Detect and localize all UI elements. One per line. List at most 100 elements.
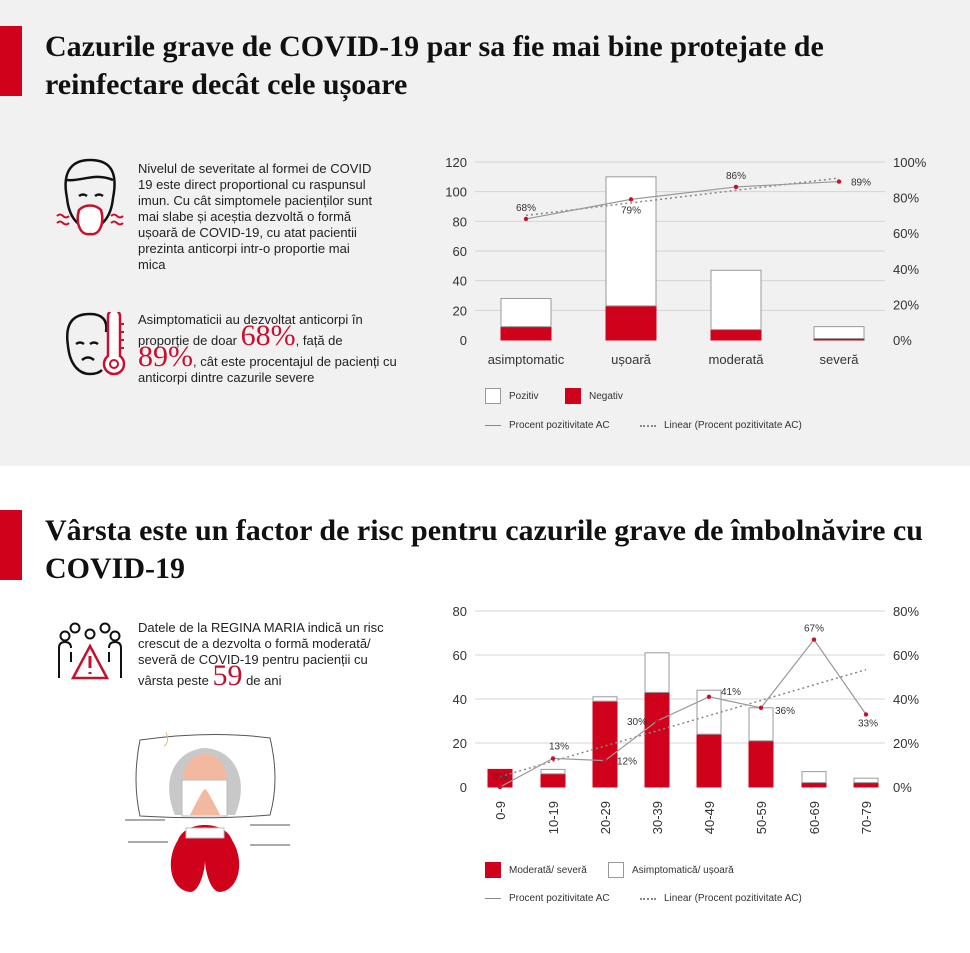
trendline — [499, 668, 867, 778]
x-tick-label: moderată — [709, 352, 765, 367]
bar-moderat-sever- — [696, 733, 722, 788]
bar-moderat-sever- — [644, 691, 670, 788]
chart-severity: 0 20 40 60 80 100 120 0% 20% 40% 60% 80% 100% asimpto… — [445, 155, 927, 367]
percent-point — [836, 179, 842, 184]
section1-title: Cazurile grave de COVID-19 par sa fie ma… — [45, 30, 824, 101]
percent-point — [654, 718, 660, 724]
x-tick-label: 60-69 — [807, 801, 822, 834]
sick-woman-illustration — [125, 731, 290, 892]
y2-tick-label: 0% — [893, 780, 912, 795]
bar-pozitiv — [710, 269, 762, 331]
bar-pozitiv — [500, 297, 552, 328]
legend-swatch-red — [565, 388, 581, 404]
percent-label: 86% — [726, 171, 746, 182]
x-tick-label: 0-9 — [493, 801, 508, 820]
y-tick-label: 0 — [460, 333, 467, 348]
title-accent-bar — [0, 510, 22, 580]
legend-trend: Linear (Procent pozitivitate AC) — [640, 893, 802, 904]
legend-negativ: Negativ — [565, 388, 623, 404]
x-tick-label: severă — [819, 352, 859, 367]
bar-asimptomatic-u-oar- — [853, 777, 879, 784]
highlight-68: 68% — [240, 319, 296, 352]
bar-asimptomatic-u-oar- — [748, 707, 774, 742]
bar-moderat-sever- — [592, 700, 618, 788]
asymptomatic-paragraph: Asimptomaticii au dezvoltat anticorpi în… — [138, 312, 403, 386]
y-tick-label: 80 — [453, 214, 467, 229]
percent-label: 33% — [858, 718, 878, 729]
legend-asimptomatica: Asimptomatică/ ușoară — [608, 862, 734, 878]
legend-label: Asimptomatică/ ușoară — [632, 864, 734, 876]
chart-age: 0 20 40 60 80 0% 20% 40% 60% 80% 0-9 10-19 20-29 30-3… — [453, 604, 920, 834]
y2-tick-label: 20% — [893, 736, 919, 751]
bar-moderat-sever- — [853, 782, 879, 788]
y-tick-label: 40 — [453, 692, 467, 707]
y-tick-label: 40 — [453, 274, 467, 289]
p2-text-c: , cât este procentajul de pacienți cu an… — [138, 354, 397, 385]
title-accent-bar — [0, 26, 22, 96]
bar-negativ — [605, 305, 657, 341]
sneezing-man-icon — [56, 158, 124, 236]
legend-line: Procent pozitivitate AC — [485, 420, 610, 431]
p2-text-a: Asimptomaticii au dezvoltat anticorpi în… — [138, 312, 363, 348]
y2-tick-label: 40% — [893, 692, 919, 707]
bar-negativ — [710, 329, 762, 341]
y-tick-label: 20 — [453, 736, 467, 751]
severity-paragraph: Nivelul de severitate al formei de COVID… — [138, 161, 373, 272]
x-tick-label: 40-49 — [702, 801, 717, 834]
percent-label: 68% — [516, 203, 536, 214]
x-tick-label: asimptomatic — [488, 352, 565, 367]
x-tick-label: 20-29 — [598, 801, 613, 834]
y-tick-label: 0 — [460, 780, 467, 795]
bar-pozitiv — [605, 176, 657, 307]
legend-label: Negativ — [589, 390, 623, 402]
percent-line — [525, 180, 840, 220]
group-warning-icon — [58, 622, 122, 680]
y-tick-label: 120 — [445, 155, 467, 170]
percent-point — [523, 216, 529, 222]
bar-moderat-sever- — [540, 773, 566, 788]
legend-label: Pozitiv — [509, 390, 539, 402]
legend-line-swatch — [485, 425, 501, 426]
percent-point — [733, 184, 739, 190]
legend-moderata: Moderată/ severă — [485, 862, 587, 878]
legend-label: Linear (Procent pozitivitate AC) — [664, 420, 802, 431]
x-tick-label: 10-19 — [546, 801, 561, 834]
age-text-a: Datele de la REGINA MARIA indică un risc… — [138, 620, 384, 688]
legend-label: Procent pozitivitate AC — [509, 893, 610, 904]
x-tick-label: 50-59 — [754, 801, 769, 834]
x-tick-label: ușoară — [611, 352, 652, 367]
percent-label: 89% — [851, 178, 871, 189]
y2-tick-label: 60% — [893, 648, 919, 663]
age-text-b: de ani — [246, 673, 282, 688]
y2-tick-label: 60% — [893, 226, 919, 241]
bar-asimptomatic-u-oar- — [540, 768, 566, 775]
percent-label: 30% — [627, 717, 647, 728]
percent-point — [550, 756, 556, 761]
highlight-59: 59 — [212, 659, 243, 692]
bar-asimptomatic-u-oar- — [592, 696, 618, 702]
x-tick-label: 30-39 — [650, 801, 665, 834]
percent-label: 13% — [549, 741, 569, 752]
bar-pozitiv — [813, 326, 865, 340]
y2-tick-label: 40% — [893, 262, 919, 277]
legend-swatch-white — [485, 388, 501, 404]
y2-tick-label: 100% — [893, 155, 927, 170]
highlight-89: 89% — [138, 340, 193, 373]
percent-point — [602, 758, 608, 763]
x-tick-label: 70-79 — [859, 801, 874, 834]
bar-moderat-sever- — [801, 782, 827, 788]
fever-thermometer-icon — [65, 312, 126, 376]
legend-pozitiv: Pozitiv — [485, 388, 538, 404]
percent-label: 41% — [721, 687, 741, 698]
y2-tick-label: 20% — [893, 297, 919, 312]
percent-label: 67% — [804, 624, 824, 635]
percent-line — [499, 638, 867, 788]
y-tick-label: 100 — [445, 185, 467, 200]
percent-label: 12% — [617, 757, 637, 768]
legend-swatch-red — [485, 862, 501, 878]
bar-negativ — [500, 326, 552, 341]
percent-label: 0% — [493, 772, 508, 783]
percent-point — [863, 712, 869, 717]
y2-tick-label: 80% — [893, 604, 919, 619]
bar-asimptomatic-u-oar- — [644, 652, 670, 693]
